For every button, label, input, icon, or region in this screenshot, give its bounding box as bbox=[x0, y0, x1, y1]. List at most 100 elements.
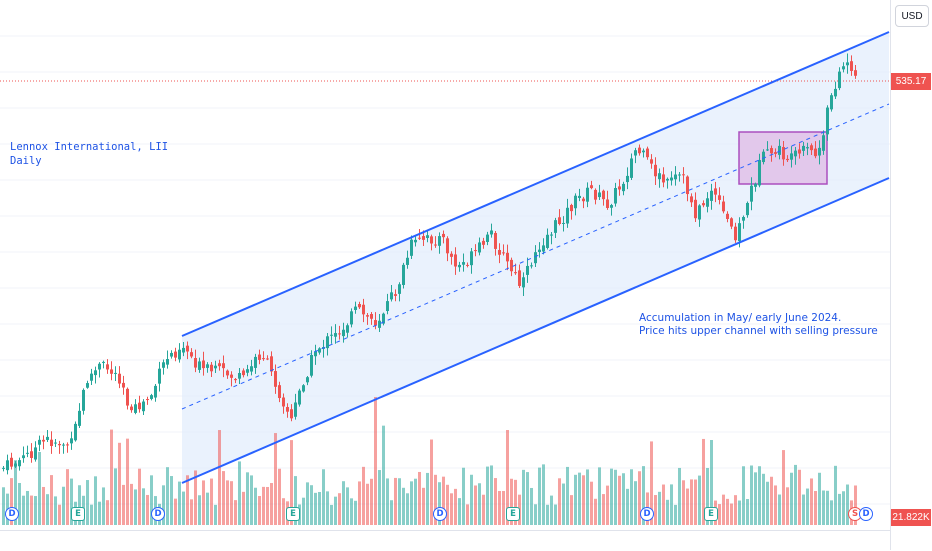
volume-bar bbox=[722, 494, 725, 525]
candle-body bbox=[362, 304, 365, 315]
channel-upper-line bbox=[181, 31, 890, 337]
candle-body bbox=[486, 234, 489, 242]
annotation-text: Accumulation in May/ early June 2024. Pr… bbox=[639, 312, 878, 338]
volume-bar bbox=[118, 442, 121, 525]
volume-bar bbox=[234, 500, 237, 525]
price-chart[interactable] bbox=[0, 0, 890, 530]
volume-bar bbox=[258, 496, 261, 525]
candle-body bbox=[802, 145, 805, 151]
volume-bar bbox=[146, 494, 149, 525]
volume-bar bbox=[74, 501, 77, 525]
volume-bar bbox=[14, 460, 17, 525]
volume-bar bbox=[302, 497, 305, 525]
candle-body bbox=[766, 149, 769, 151]
volume-bar bbox=[266, 486, 269, 525]
candle-body bbox=[366, 315, 369, 317]
volume-bar bbox=[78, 485, 81, 525]
volume-bar bbox=[762, 473, 765, 525]
candle-body bbox=[626, 175, 629, 183]
candle-body bbox=[110, 369, 113, 374]
candle-body bbox=[398, 284, 401, 294]
volume-bar bbox=[366, 483, 369, 525]
volume-bar bbox=[134, 489, 137, 525]
volume-bar bbox=[290, 440, 293, 525]
volume-bar bbox=[478, 483, 481, 525]
volume-bar bbox=[66, 469, 69, 525]
volume-bar bbox=[782, 450, 785, 525]
candle-body bbox=[642, 150, 645, 153]
volume-bar bbox=[386, 478, 389, 525]
candle-body bbox=[574, 195, 577, 209]
volume-bar bbox=[254, 487, 257, 525]
candle-body bbox=[850, 61, 853, 71]
volume-bar bbox=[310, 485, 313, 525]
volume-bar bbox=[286, 501, 289, 525]
candle-body bbox=[558, 217, 561, 224]
volume-bar bbox=[826, 490, 829, 525]
candle-body bbox=[654, 164, 657, 177]
volume-bar bbox=[362, 466, 365, 525]
candle-body bbox=[730, 218, 733, 227]
candle-body bbox=[194, 358, 197, 368]
candle-body bbox=[238, 372, 241, 379]
candle-body bbox=[34, 447, 37, 460]
candle-body bbox=[326, 336, 329, 349]
candle-body bbox=[442, 233, 445, 238]
volume-bar bbox=[738, 500, 741, 525]
candle-body bbox=[590, 185, 593, 189]
candle-body bbox=[698, 205, 701, 220]
volume-bar bbox=[182, 491, 185, 525]
volume-bar bbox=[846, 484, 849, 525]
volume-bar bbox=[94, 476, 97, 525]
price-axis[interactable] bbox=[890, 0, 932, 550]
volume-bar bbox=[374, 397, 377, 525]
volume-bar bbox=[822, 490, 825, 525]
time-axis[interactable] bbox=[0, 530, 890, 551]
candle-body bbox=[190, 352, 193, 357]
chart-legend: Lennox International, LII Daily bbox=[10, 140, 168, 168]
volume-bar bbox=[542, 464, 545, 525]
volume-bar bbox=[598, 467, 601, 525]
candle-body bbox=[342, 329, 345, 337]
volume-bar bbox=[802, 494, 805, 525]
chart-area[interactable] bbox=[0, 0, 890, 530]
volume-bar bbox=[522, 469, 525, 525]
candle-body bbox=[570, 204, 573, 212]
volume-bar bbox=[102, 487, 105, 525]
candle-body bbox=[578, 195, 581, 198]
volume-bar bbox=[642, 466, 645, 525]
candle-body bbox=[42, 439, 45, 442]
candle-body bbox=[354, 306, 357, 310]
candle-body bbox=[406, 257, 409, 265]
candle-body bbox=[674, 174, 677, 180]
candle-body bbox=[838, 71, 841, 89]
volume-bar bbox=[358, 481, 361, 525]
volume-bar bbox=[334, 496, 337, 525]
candle-body bbox=[182, 347, 185, 353]
volume-bar bbox=[778, 494, 781, 525]
volume-bar bbox=[726, 498, 729, 525]
volume-bar bbox=[786, 487, 789, 525]
volume-bar bbox=[754, 472, 757, 525]
candle-body bbox=[670, 177, 673, 181]
candle-body bbox=[494, 232, 497, 249]
volume-bar bbox=[434, 474, 437, 525]
candle-body bbox=[510, 259, 513, 272]
volume-bar bbox=[214, 504, 217, 525]
volume-bar bbox=[630, 469, 633, 525]
candle-body bbox=[78, 410, 81, 426]
candle-body bbox=[458, 264, 461, 268]
candle-body bbox=[298, 390, 301, 405]
volume-bar bbox=[506, 430, 509, 525]
candle-body bbox=[278, 385, 281, 399]
volume-bar bbox=[658, 491, 661, 525]
candle-body bbox=[806, 147, 809, 149]
candle-body bbox=[202, 360, 205, 369]
volume-bar bbox=[770, 476, 773, 525]
candle-body bbox=[810, 145, 813, 151]
candle-body bbox=[54, 442, 57, 444]
candle-body bbox=[58, 443, 61, 446]
candle-body bbox=[106, 364, 109, 370]
volume-bar bbox=[594, 498, 597, 525]
currency-button[interactable]: USD bbox=[895, 5, 929, 27]
